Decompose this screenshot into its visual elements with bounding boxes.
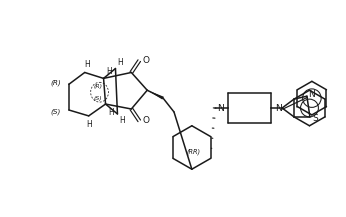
Text: O: O xyxy=(143,116,150,125)
Polygon shape xyxy=(147,90,164,100)
Text: N: N xyxy=(275,104,282,112)
Text: N: N xyxy=(309,90,315,99)
Text: H: H xyxy=(86,120,92,129)
Text: (S): (S) xyxy=(93,96,102,101)
Text: H: H xyxy=(84,60,90,69)
Text: (R): (R) xyxy=(51,79,61,85)
Text: (S): (S) xyxy=(51,109,61,115)
Text: S: S xyxy=(312,114,318,123)
Text: H: H xyxy=(118,58,123,67)
Text: (R): (R) xyxy=(93,84,102,89)
Text: H: H xyxy=(119,116,125,125)
Text: O: O xyxy=(143,56,150,65)
Text: (RR): (RR) xyxy=(187,148,201,155)
Text: N: N xyxy=(217,104,224,112)
Text: H: H xyxy=(109,108,115,117)
Text: H: H xyxy=(107,67,112,76)
